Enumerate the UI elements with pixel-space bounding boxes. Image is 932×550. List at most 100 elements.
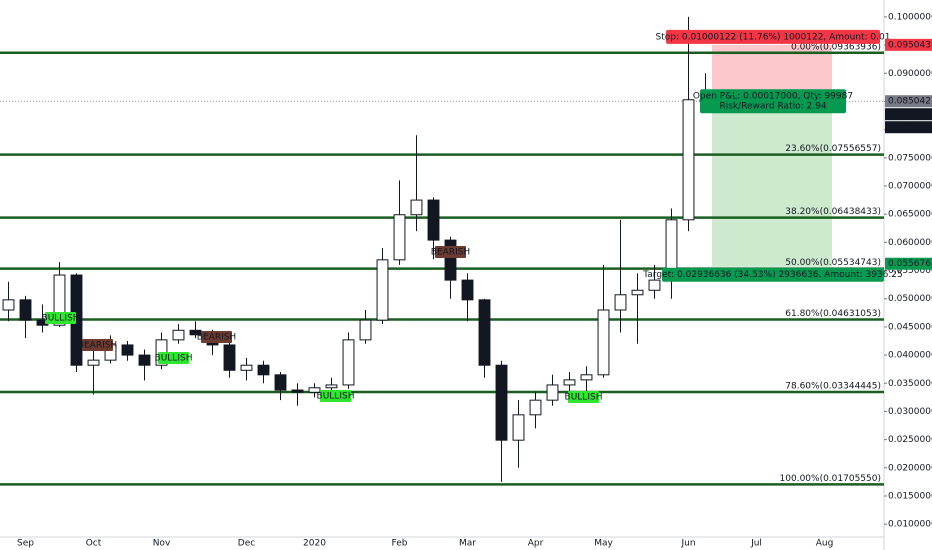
x-tick-label: Aug bbox=[816, 539, 834, 549]
signal-box bbox=[568, 391, 599, 403]
candle-body bbox=[614, 294, 627, 311]
candle-body bbox=[19, 299, 32, 321]
entry-tag-box bbox=[885, 95, 932, 108]
y-tick-label: 0.03000000 bbox=[888, 407, 932, 417]
candle-body bbox=[478, 299, 491, 366]
candle-body bbox=[138, 354, 151, 366]
x-tick-label: Mar bbox=[459, 539, 476, 549]
candle-body bbox=[2, 299, 15, 311]
signal-label: BULLISH bbox=[42, 314, 80, 324]
candle-body bbox=[648, 279, 661, 291]
stop-label-box bbox=[666, 29, 880, 44]
signal-box bbox=[320, 390, 351, 402]
y-tick-label: 0.07500000 bbox=[888, 153, 932, 163]
candle-body bbox=[223, 344, 236, 371]
candle-body bbox=[529, 399, 542, 416]
target-label-box bbox=[662, 267, 884, 282]
candle-body bbox=[240, 364, 253, 371]
candle-body bbox=[427, 199, 440, 241]
x-tick-label: Apr bbox=[528, 539, 544, 549]
y-tick-label: 0.04000000 bbox=[888, 351, 932, 361]
candle-body bbox=[325, 384, 338, 389]
y-tick-label: 0.04500000 bbox=[888, 322, 932, 332]
x-tick-label: Dec bbox=[238, 539, 255, 549]
x-tick-label: 2020 bbox=[303, 539, 326, 549]
signal-label: BULLISH bbox=[317, 392, 355, 402]
y-tick-label: 0.03500000 bbox=[888, 379, 932, 389]
signal-label: BULLISH bbox=[155, 354, 193, 364]
fib-label: 38.20%(0.06438433) bbox=[785, 207, 881, 217]
stop-label: Stop: 0.01000122 (11.76%) 1000122, Amoun… bbox=[656, 32, 891, 42]
rr-label: Risk/Reward Ratio: 2.94 bbox=[719, 102, 826, 112]
candle-body bbox=[121, 344, 134, 356]
x-tick-label: Nov bbox=[153, 539, 171, 549]
candle-body bbox=[53, 274, 66, 326]
y-tick-label: 0.01000000 bbox=[888, 520, 932, 530]
signal-box bbox=[201, 331, 232, 343]
y-tick-label: 0.05500000 bbox=[888, 266, 932, 276]
x-tick-label: Jun bbox=[680, 539, 695, 549]
y-tick-label: 0.01500000 bbox=[888, 491, 932, 501]
signal-box bbox=[82, 339, 113, 351]
signal-box bbox=[45, 312, 76, 324]
candle-body bbox=[172, 329, 185, 341]
countdown-tag: 13:04:36 bbox=[888, 123, 929, 133]
fib-label: 61.80%(0.04631053) bbox=[785, 309, 881, 319]
candle-body bbox=[274, 374, 287, 391]
x-tick-label: Jul bbox=[750, 539, 762, 549]
last-price-tag-box bbox=[885, 108, 932, 121]
candle-body bbox=[342, 339, 355, 386]
candle-body bbox=[87, 359, 100, 366]
candle-body bbox=[308, 387, 321, 393]
x-tick-label: May bbox=[594, 539, 613, 549]
countdown-tag-box bbox=[885, 121, 932, 134]
fib-label: 23.60%(0.07556557) bbox=[785, 144, 881, 154]
candle-body bbox=[359, 319, 372, 341]
y-tick-label: 0.05000000 bbox=[888, 294, 932, 304]
y-tick-label: 0.10000000 bbox=[888, 12, 932, 22]
target-label: Target: 0.02936636 (34.53%) 2936636, Amo… bbox=[642, 270, 902, 280]
candle-body bbox=[444, 239, 457, 281]
fib-label: 100.00%(0.01705550) bbox=[780, 474, 881, 484]
y-tick-label: 0.06000000 bbox=[888, 238, 932, 248]
pnl-label: Open P&L: 0.00017000, Qty: 99987 bbox=[693, 92, 853, 102]
candle-body bbox=[682, 99, 695, 221]
signal-box bbox=[435, 246, 466, 258]
y-tick-label: 0.02000000 bbox=[888, 463, 932, 473]
candle-body bbox=[546, 384, 559, 401]
stop-tag: 0.09504395 bbox=[888, 40, 932, 50]
candle-body bbox=[563, 379, 576, 386]
y-tick-label: 0.06500000 bbox=[888, 210, 932, 220]
signal-box bbox=[158, 352, 189, 364]
target-area bbox=[712, 101, 832, 267]
entry-tag: 0.08504273 bbox=[888, 97, 932, 107]
x-tick-label: Feb bbox=[392, 539, 408, 549]
signal-label: BEARISH bbox=[197, 333, 236, 343]
fib-label: 50.00%(0.05534743) bbox=[785, 258, 881, 268]
candle-body bbox=[291, 389, 304, 393]
pnl-label-box bbox=[700, 89, 846, 114]
candle-body bbox=[376, 259, 389, 321]
candle-body bbox=[257, 364, 270, 376]
signal-label: BEARISH bbox=[78, 341, 117, 351]
target-tag-box bbox=[885, 257, 932, 270]
y-tick-label: 0.07000000 bbox=[888, 181, 932, 191]
x-tick-label: Oct bbox=[86, 539, 102, 549]
y-tick-label: 0.09000000 bbox=[888, 69, 932, 79]
candle-body bbox=[461, 279, 474, 301]
signal-label: BULLISH bbox=[565, 393, 603, 403]
last-price-tag: 0.08487273 bbox=[888, 110, 932, 120]
stop-tag-box bbox=[885, 38, 932, 51]
fib-label: 0.00%(0.09363936) bbox=[791, 42, 881, 52]
candle-body bbox=[597, 309, 610, 376]
candle-body bbox=[393, 214, 406, 261]
x-tick-label: Sep bbox=[17, 539, 34, 549]
target-tag: 0.05567637 bbox=[888, 259, 932, 269]
fib-label: 78.60%(0.03344445) bbox=[785, 382, 881, 392]
candle-body bbox=[410, 199, 423, 216]
y-tick-label: 0.02500000 bbox=[888, 435, 932, 445]
candle-body bbox=[580, 374, 593, 381]
candle-body bbox=[189, 329, 202, 336]
candle-body bbox=[631, 289, 644, 296]
